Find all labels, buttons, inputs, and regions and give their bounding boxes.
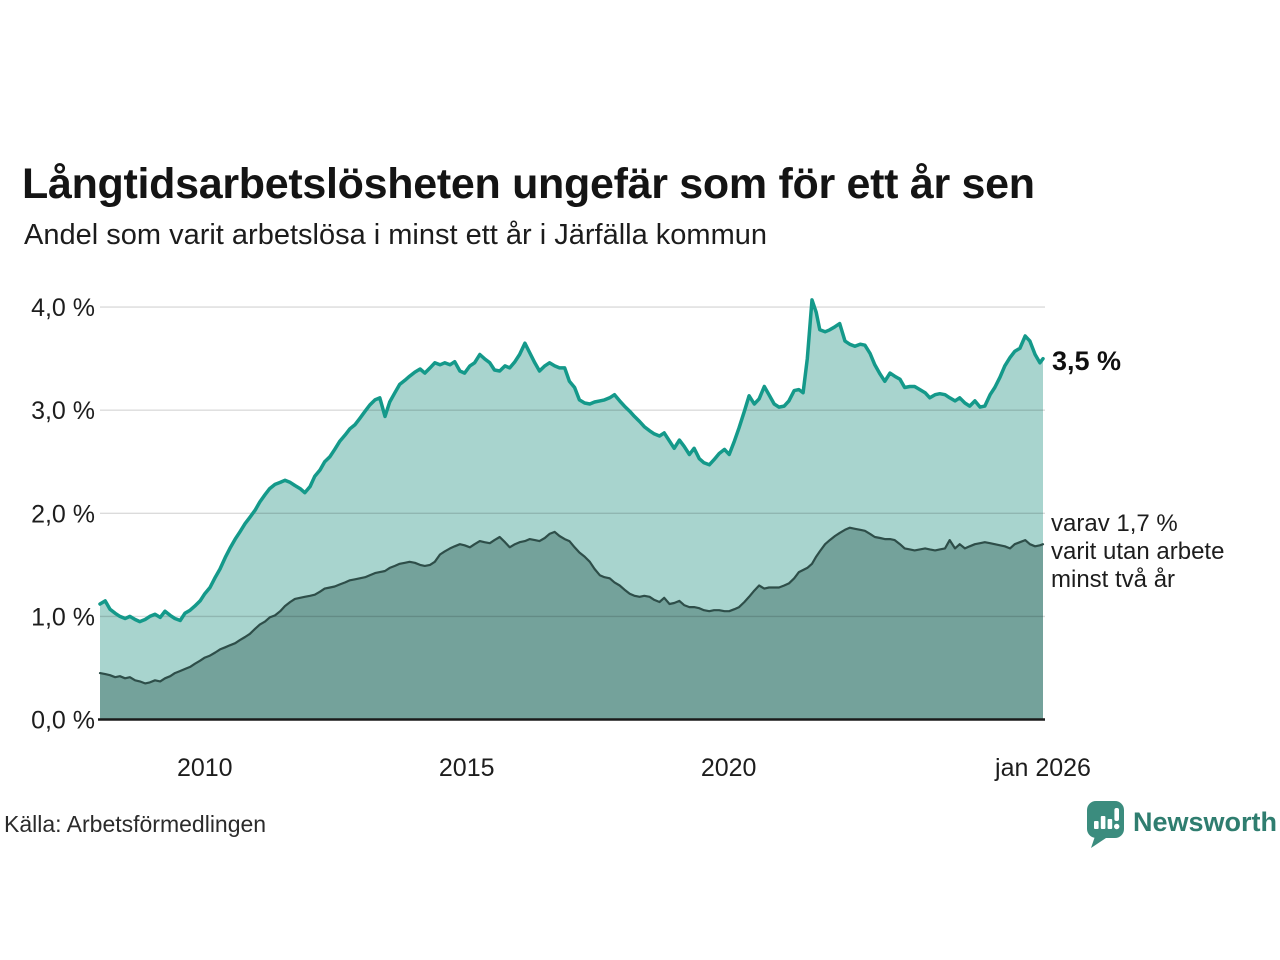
y-tick-label: 3,0 % bbox=[31, 397, 95, 425]
source-attribution: Källa: Arbetsförmedlingen bbox=[4, 811, 267, 837]
x-tick-label: 2010 bbox=[177, 754, 233, 782]
y-tick-label: 1,0 % bbox=[31, 603, 95, 631]
x-tick-label: jan 2026 bbox=[994, 754, 1091, 782]
page-subtitle: Andel som varit arbetslösa i minst ett å… bbox=[24, 219, 767, 251]
exclamation-dot bbox=[1114, 823, 1120, 830]
annotation-line: minst två år bbox=[1051, 566, 1175, 593]
y-axis: 4,0 % 3,0 % 2,0 % 1,0 % 0,0 % bbox=[31, 294, 95, 734]
x-axis: 2010 2015 2020 jan 2026 bbox=[177, 754, 1091, 782]
end-annotation-two-year: varav 1,7 % varit utan arbete minst två … bbox=[1051, 510, 1224, 593]
y-tick-label: 0,0 % bbox=[31, 707, 95, 735]
line-one-year bbox=[98, 298, 1045, 624]
end-value-label-one-year: 3,5 % bbox=[1052, 346, 1121, 376]
gridlines bbox=[100, 306, 1045, 618]
exclamation-stem bbox=[1114, 808, 1119, 821]
newsworthy-logo-mark bbox=[1087, 801, 1124, 848]
x-tick-label: 2020 bbox=[701, 754, 757, 782]
bar-chart-icon bbox=[1094, 808, 1120, 830]
x-tick-label: 2015 bbox=[439, 754, 495, 782]
newsworthy-logo-text: Newsworthy bbox=[1133, 807, 1276, 837]
y-tick-label: 4,0 % bbox=[31, 294, 95, 322]
annotation-line: varav 1,7 % bbox=[1051, 510, 1178, 537]
page-title: Långtidsarbetslösheten ungefär som för e… bbox=[22, 159, 1035, 208]
y-tick-label: 2,0 % bbox=[31, 500, 95, 528]
newsworthy-logo: Newsworthy bbox=[1087, 801, 1276, 848]
annotation-line: varit utan arbete bbox=[1051, 538, 1224, 565]
line-two-year bbox=[98, 526, 1045, 685]
area-two-year bbox=[100, 527, 1043, 720]
